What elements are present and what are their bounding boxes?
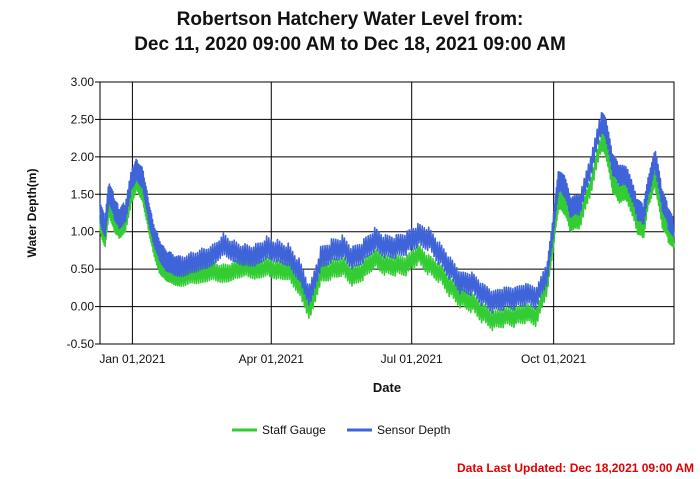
y-tick-label: 1.00 xyxy=(71,225,95,239)
legend-label: Sensor Depth xyxy=(377,423,450,437)
y-tick-label: 3.00 xyxy=(71,75,95,89)
x-axis-label: Date xyxy=(373,380,401,395)
chart-title-line1: Robertson Hatchery Water Level from: xyxy=(176,9,524,30)
x-tick-label: Jul 01,2021 xyxy=(381,352,443,366)
series-line-sensor-depth xyxy=(99,111,675,314)
y-tick-label: 2.00 xyxy=(71,150,95,164)
y-tick-label: 1.50 xyxy=(71,187,95,201)
x-tick-label: Apr 01,2021 xyxy=(239,352,305,366)
x-tick-label: Jan 01,2021 xyxy=(99,352,165,366)
y-tick-label: 0.00 xyxy=(71,300,95,314)
legend-label: Staff Gauge xyxy=(262,423,326,437)
y-axis-label: Water Depth(m) xyxy=(25,169,39,258)
x-tick-label: Oct 01,2021 xyxy=(521,352,587,366)
last-updated-note: Data Last Updated: Dec 18,2021 09:00 AM xyxy=(457,461,694,475)
plot-area xyxy=(99,81,675,345)
y-tick-label: -0.50 xyxy=(67,337,95,351)
y-tick-label: 2.50 xyxy=(71,112,95,126)
y-tick-label: 0.50 xyxy=(71,262,95,276)
chart-title-line2: Dec 11, 2020 09:00 AM to Dec 18, 2021 09… xyxy=(134,34,566,55)
